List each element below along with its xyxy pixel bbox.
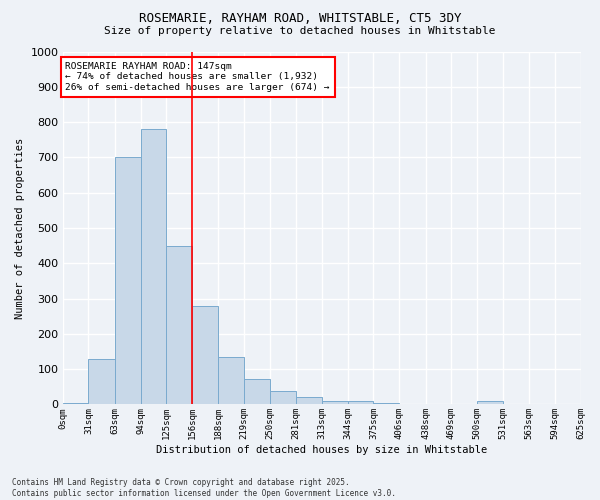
Bar [166,246,192,404]
Text: Size of property relative to detached houses in Whitstable: Size of property relative to detached ho… [104,26,496,36]
Bar [322,401,348,404]
Text: ROSEMARIE, RAYHAM ROAD, WHITSTABLE, CT5 3DY: ROSEMARIE, RAYHAM ROAD, WHITSTABLE, CT5 … [139,12,461,26]
Bar [192,306,218,404]
X-axis label: Distribution of detached houses by size in Whitstable: Distribution of detached houses by size … [156,445,487,455]
Bar [296,396,322,404]
Text: Contains HM Land Registry data © Crown copyright and database right 2025.
Contai: Contains HM Land Registry data © Crown c… [12,478,396,498]
Bar [115,158,140,404]
Y-axis label: Number of detached properties: Number of detached properties [15,138,25,318]
Bar [244,379,270,404]
Bar [270,391,296,404]
Bar [348,401,373,404]
Bar [373,402,399,404]
Text: ROSEMARIE RAYHAM ROAD: 147sqm
← 74% of detached houses are smaller (1,932)
26% o: ROSEMARIE RAYHAM ROAD: 147sqm ← 74% of d… [65,62,330,92]
Bar [218,358,244,405]
Bar [140,129,166,404]
Bar [88,358,115,405]
Bar [63,402,88,404]
Bar [477,401,503,404]
